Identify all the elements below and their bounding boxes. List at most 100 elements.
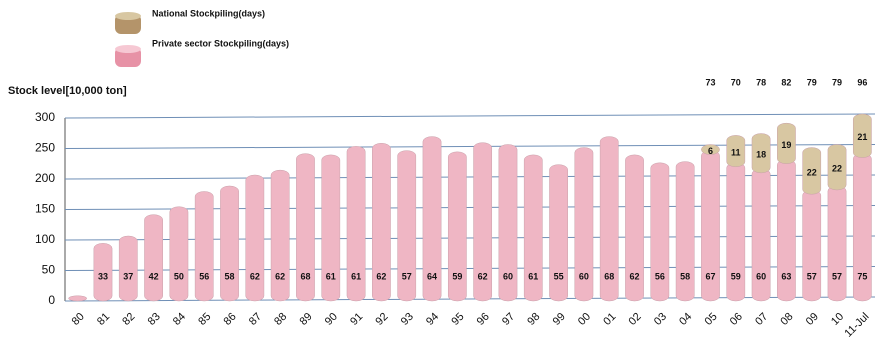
x-tick-label: 89: [297, 311, 314, 328]
bar: [701, 144, 720, 155]
x-tick-label: 05: [702, 311, 719, 328]
day-label: 18: [756, 150, 766, 160]
bar: [447, 151, 467, 302]
day-label: 62: [275, 271, 285, 281]
x-tick-label: 00: [576, 311, 593, 328]
x-tick-label: 03: [652, 311, 669, 328]
day-label: 56: [655, 271, 665, 281]
x-tick-label: 04: [677, 311, 694, 328]
x-tick-label: 84: [171, 311, 188, 328]
x-tick-label: 99: [551, 311, 568, 328]
bar: [675, 161, 695, 302]
legend-swatch: [115, 12, 141, 20]
day-label: 61: [528, 271, 538, 281]
day-label: 59: [452, 271, 462, 281]
x-tick-label: 90: [323, 311, 340, 328]
bar: [802, 147, 822, 195]
x-tick-label: 82: [120, 311, 137, 328]
day-label: 11: [731, 147, 741, 157]
day-label: 57: [832, 271, 842, 281]
day-label: 58: [680, 271, 690, 281]
bar: [827, 185, 847, 302]
x-tick-label: 91: [348, 311, 365, 328]
x-tick-label: 85: [196, 311, 213, 328]
day-label: 37: [123, 271, 133, 281]
legend-label: National Stockpiling(days): [152, 8, 265, 18]
bar: [220, 185, 239, 302]
day-label: 61: [326, 271, 336, 281]
y-axis-label: Stock level[10,000 ton]: [8, 85, 127, 97]
x-tick-label: 95: [449, 311, 466, 328]
x-tick-label: 07: [753, 311, 770, 328]
x-tick-label: 09: [804, 311, 821, 328]
day-label: 60: [756, 271, 766, 281]
bar: [726, 135, 746, 168]
bar: [422, 136, 442, 302]
bar: [802, 190, 822, 302]
bar: [852, 113, 872, 158]
day-label: 62: [478, 271, 488, 281]
bar: [346, 146, 366, 302]
y-tick-label: 250: [35, 141, 55, 155]
bar: [372, 143, 391, 302]
y-tick-label: 300: [35, 110, 55, 124]
day-label: 64: [427, 271, 437, 281]
x-tick-label: 81: [95, 311, 112, 328]
total-day-label: 78: [756, 77, 766, 87]
x-tick-label: 98: [525, 311, 542, 328]
bar: [498, 144, 518, 302]
bar: [245, 174, 265, 302]
day-label: 19: [781, 140, 791, 150]
x-tick-label: 83: [146, 311, 163, 328]
x-tick-label: 92: [373, 311, 390, 328]
bar: [827, 144, 847, 191]
x-tick-label: 97: [500, 311, 517, 328]
bar: [397, 150, 417, 302]
y-tick-label: 0: [48, 293, 55, 307]
bar: [270, 169, 290, 302]
total-day-label: 73: [705, 77, 715, 87]
bar: [625, 154, 644, 302]
day-label: 67: [705, 271, 715, 281]
bar: [194, 191, 214, 302]
x-tick-label: 86: [222, 311, 239, 328]
day-label: 33: [98, 271, 108, 281]
day-label: 50: [174, 271, 184, 281]
total-day-label: 70: [731, 77, 741, 87]
day-label: 22: [832, 164, 842, 174]
day-label: 42: [149, 271, 159, 281]
day-label: 57: [807, 271, 817, 281]
day-label: 55: [554, 271, 564, 281]
legend-label: Private sector Stockpiling(days): [152, 38, 289, 48]
day-label: 59: [731, 271, 741, 281]
bar: [144, 214, 163, 302]
day-label: 60: [579, 271, 589, 281]
day-label: 60: [503, 271, 513, 281]
day-label: 62: [376, 271, 386, 281]
x-tick-label: 93: [399, 311, 416, 328]
bar: [169, 206, 189, 302]
bar: [650, 162, 670, 302]
total-day-label: 82: [781, 77, 791, 87]
x-tick-label: 88: [272, 311, 289, 328]
total-day-label: 96: [857, 77, 867, 87]
day-label: 62: [250, 271, 260, 281]
day-label: 6: [708, 146, 713, 156]
x-tick-label: 96: [475, 311, 492, 328]
day-label: 57: [402, 271, 412, 281]
legend-swatch: [115, 45, 141, 53]
bar: [777, 122, 796, 164]
x-tick-label: 01: [601, 311, 618, 328]
day-label: 22: [807, 167, 817, 177]
x-tick-label: 02: [627, 311, 644, 328]
day-label: 62: [630, 271, 640, 281]
day-label: 58: [225, 271, 235, 281]
total-day-label: 79: [807, 77, 817, 87]
bar: [751, 133, 771, 174]
y-tick-label: 150: [35, 202, 55, 216]
bar: [68, 295, 88, 302]
bar: [523, 154, 543, 302]
legend: National Stockpiling(days) Private secto…: [115, 8, 289, 67]
day-label: 68: [300, 271, 310, 281]
